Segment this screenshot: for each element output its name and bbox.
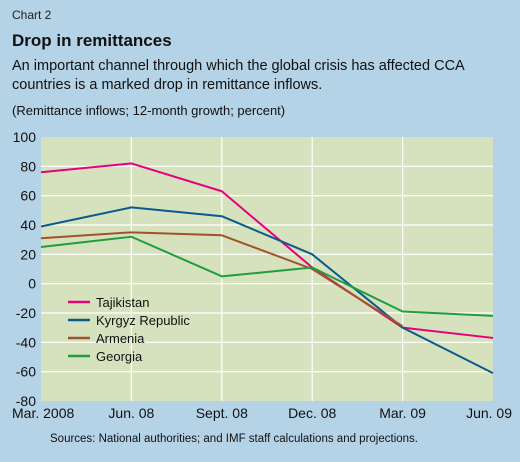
units-note: (Remittance inflows; 12-month growth; pe… <box>12 103 286 118</box>
y-tick-label: 80 <box>20 158 36 174</box>
x-tick-label: Dec. 08 <box>288 405 336 421</box>
series-lines <box>40 162 494 375</box>
legend-label: Georgia <box>96 349 143 364</box>
plot-area <box>41 137 493 401</box>
series-line-kyrgyz-republic <box>40 206 494 375</box>
chart-title: Drop in remittances <box>12 31 172 50</box>
legend: Tajikistan Kyrgyz Republic Armenia Georgia <box>68 295 190 364</box>
y-tick-label: -40 <box>16 334 36 350</box>
x-tick-label: Jun. 09 <box>466 405 512 421</box>
y-tick-label: 0 <box>28 276 36 292</box>
chart-number-label: Chart 2 <box>12 8 52 22</box>
series-line-tajikistan <box>40 162 494 339</box>
y-tick-label: 20 <box>20 246 36 262</box>
y-tick-label: -20 <box>16 305 36 321</box>
y-tick-label: 100 <box>13 129 37 145</box>
x-axis-ticks: Mar. 2008 Jun. 08 Sept. 08 Dec. 08 Mar. 09 Ju… <box>12 405 512 421</box>
source-note: Sources: National authorities; and IMF s… <box>50 433 418 445</box>
x-tick-label: Jun. 08 <box>108 405 154 421</box>
series-line-armenia <box>40 231 404 328</box>
legend-label: Kyrgyz Republic <box>96 313 190 328</box>
x-tick-label: Mar. 09 <box>379 405 426 421</box>
y-axis-ticks: 100 80 60 40 20 0 -20 -40 -60 -80 <box>13 129 37 409</box>
y-tick-label: 60 <box>20 188 36 204</box>
series-line-georgia <box>40 235 494 317</box>
y-tick-label: 40 <box>20 217 36 233</box>
y-tick-label: -60 <box>16 364 36 380</box>
legend-label: Armenia <box>96 331 145 346</box>
legend-label: Tajikistan <box>96 295 149 310</box>
chart-subtitle: An important channel through which the g… <box>12 58 464 93</box>
x-tick-label: Mar. 2008 <box>12 405 74 421</box>
x-tick-label: Sept. 08 <box>196 405 248 421</box>
y-tick-label: -80 <box>16 393 36 409</box>
